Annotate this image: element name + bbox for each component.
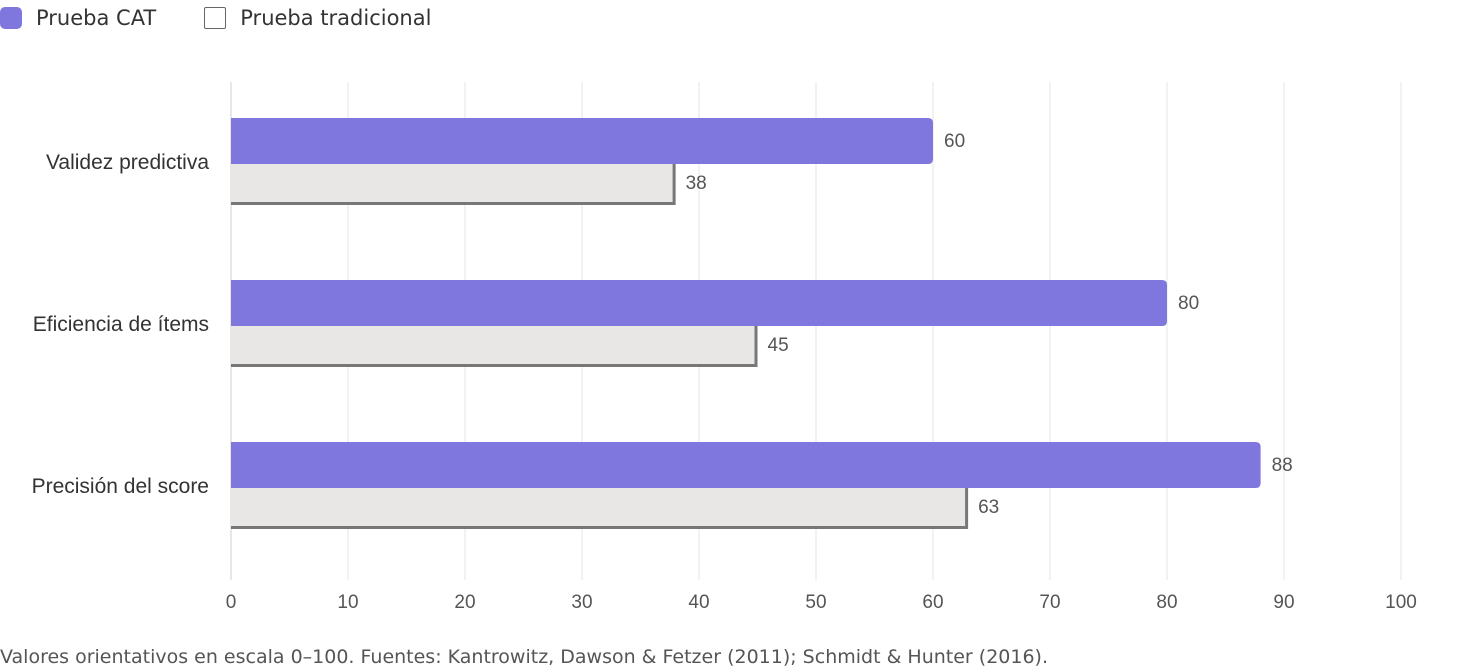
data-label-traditional: 63: [978, 497, 999, 518]
legend-swatch-traditional: [204, 7, 227, 29]
legend-label-cat: Prueba CAT: [36, 6, 157, 30]
bar-traditional: [231, 326, 758, 367]
x-tick-label: 40: [688, 592, 709, 613]
x-tick-label: 50: [805, 592, 826, 613]
x-tick-label: 80: [1156, 592, 1177, 613]
data-label-cat: 80: [1178, 293, 1199, 314]
bar-cat: [231, 442, 1261, 488]
data-label-traditional: 38: [686, 173, 707, 194]
bar-traditional-shadow: [231, 488, 969, 529]
data-label-traditional: 45: [768, 335, 789, 356]
x-tick-label: 30: [571, 592, 592, 613]
bar-traditional: [231, 488, 969, 529]
category-label: Precisión del score: [32, 475, 209, 498]
data-label-cat: 60: [944, 131, 965, 152]
x-tick-label: 70: [1039, 592, 1060, 613]
bar-cat: [231, 280, 1167, 326]
x-tick-label: 10: [337, 592, 358, 613]
chart-caption: Valores orientativos en escala 0–100. Fu…: [0, 646, 1049, 668]
data-label-cat: 88: [1272, 455, 1293, 476]
legend-label-traditional: Prueba tradicional: [240, 6, 432, 30]
x-tick-label: 60: [922, 592, 943, 613]
bar-chart: 0 10 20 30 40 50 60 70 80 90 100 Validez predictiva…: [32, 82, 1417, 613]
bar-cat: [231, 118, 933, 164]
legend-swatch-cat: [0, 7, 22, 29]
bar-traditional: [231, 164, 676, 205]
legend-item-cat[interactable]: Prueba CAT: [0, 6, 156, 30]
legend: Prueba CAT Prueba tradicional: [0, 4, 479, 32]
bar-traditional-shadow: [231, 164, 676, 205]
bar-traditional-shadow: [231, 326, 758, 367]
x-tick-label: 0: [226, 592, 237, 613]
category-label: Validez predictiva: [46, 151, 209, 174]
x-tick-label: 90: [1273, 592, 1294, 613]
category-label: Eficiencia de ítems: [33, 313, 209, 336]
legend-item-traditional[interactable]: Prueba tradicional: [204, 6, 431, 30]
x-tick-label: 100: [1385, 592, 1417, 613]
x-tick-label: 20: [454, 592, 475, 613]
